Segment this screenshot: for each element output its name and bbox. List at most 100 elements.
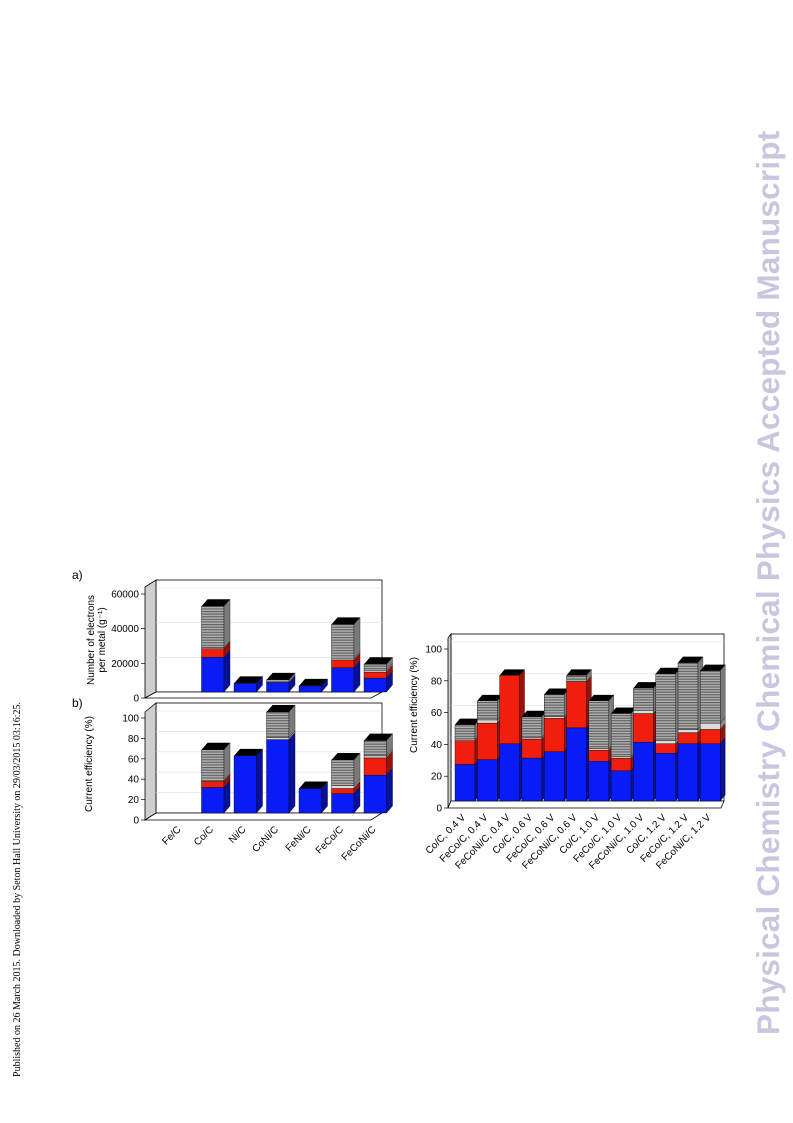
bar-segment (454, 764, 476, 802)
bar-segment (655, 743, 676, 754)
y-axis-label: per metal (g⁻¹) (97, 607, 108, 672)
bar-top (611, 707, 637, 714)
bar-segment (655, 740, 676, 744)
bar-side (288, 732, 296, 814)
bar-segment (233, 755, 257, 814)
bar-top (364, 733, 393, 741)
bar-segment (700, 670, 721, 724)
bar-segment (677, 732, 699, 744)
bar-segment (521, 738, 543, 759)
bar-segment (588, 749, 609, 762)
y-tick-label: 40 (128, 775, 140, 786)
bar-segment (521, 716, 543, 738)
bar-segment (331, 759, 355, 786)
x-tick-label: Co/C (192, 824, 216, 848)
y-tick-label: 20 (128, 795, 140, 806)
bar-segment (588, 748, 609, 751)
x-tick-label: FeNi/C (284, 824, 314, 854)
y-tick-label: 60 (128, 754, 140, 765)
bar-top (201, 742, 231, 750)
bar-top (633, 682, 659, 689)
plot-floor (144, 691, 383, 699)
bar-segment (588, 700, 609, 749)
bar-top (299, 781, 328, 789)
bar-segment (566, 681, 587, 729)
bar-segment (477, 719, 498, 724)
bar-segment (610, 770, 632, 802)
bar-segment (610, 757, 632, 771)
plot-floor (143, 812, 384, 821)
bar-segment (633, 713, 654, 743)
bar-segment (700, 743, 721, 802)
bar-segment (655, 673, 676, 741)
bar-segment (499, 743, 520, 802)
bar-top (499, 669, 525, 676)
y-tick-label: 80 (431, 676, 443, 687)
bar-segment (477, 759, 498, 802)
bar-top (364, 657, 393, 665)
bar-segment (544, 694, 565, 717)
y-axis-label: Number of electrons (86, 595, 97, 685)
bar-top (700, 664, 726, 671)
bar-segment (331, 667, 355, 693)
bar-top (331, 617, 361, 625)
bar-segment (201, 657, 225, 693)
plot-floor (447, 800, 725, 809)
bar-segment (363, 755, 387, 759)
bar-segment (454, 738, 476, 741)
chart-panel-1: 0 20000 40000 60000 Number of electrons per m… (72, 568, 393, 705)
bar-segment (201, 749, 225, 781)
bar-top (678, 656, 703, 663)
bar-segment (331, 788, 355, 794)
y-tick-label: 80 (128, 734, 140, 745)
bar-segment (700, 722, 721, 730)
y-tick-label: 60 (431, 708, 443, 719)
bar-segment (610, 756, 632, 759)
x-tick-label: Ni/C (227, 824, 249, 846)
plot-left-wall (144, 579, 157, 699)
bar-segment (363, 664, 387, 671)
bar-segment (298, 788, 322, 814)
plot-left-wall (144, 702, 157, 821)
bar-top (588, 694, 614, 701)
bar-segment (477, 722, 498, 760)
y-tick-label: 100 (425, 645, 442, 656)
bar-segment (566, 727, 587, 802)
bar-segment (521, 737, 543, 740)
panel-label: b) (72, 696, 83, 710)
bar-segment (499, 675, 520, 744)
y-tick-label: 0 (436, 804, 442, 815)
x-tick-label: CoNi/C (250, 824, 281, 855)
bar-top (201, 599, 231, 607)
y-tick-label: 0 (133, 694, 139, 705)
bar-segment (521, 757, 543, 802)
y-tick-label: 40000 (111, 624, 139, 635)
bar-segment (266, 739, 290, 814)
bar-top (521, 710, 547, 717)
bar-top (299, 678, 328, 686)
y-tick-label: 100 (122, 714, 139, 725)
bar-segment (331, 624, 355, 659)
bar-top (655, 667, 681, 674)
bar-segment (588, 761, 609, 802)
bar-segment (266, 679, 290, 683)
bar-top (566, 669, 592, 676)
x-tick-label: Fe/C (160, 824, 183, 847)
y-tick-label: 60000 (111, 590, 139, 601)
chart-panel-2: 0 20 40 60 80 100 Current efficiency (%)b) Fe/C… (72, 696, 393, 863)
bar-segment (454, 724, 476, 740)
bar-segment (233, 683, 257, 693)
bar-segment (677, 743, 699, 802)
bar-side (223, 649, 231, 693)
y-tick-label: 40 (431, 740, 443, 751)
x-tick-label: FeCoNi/C (340, 824, 379, 863)
bar-segment (566, 675, 587, 682)
bar-top (234, 676, 263, 684)
bar-segment (454, 740, 476, 765)
bar-side (256, 748, 263, 814)
y-tick-label: 20000 (111, 659, 139, 670)
y-tick-label: 20 (431, 772, 443, 783)
bar-segment (477, 700, 498, 721)
bar-segment (655, 753, 676, 802)
bar-segment (677, 729, 699, 733)
